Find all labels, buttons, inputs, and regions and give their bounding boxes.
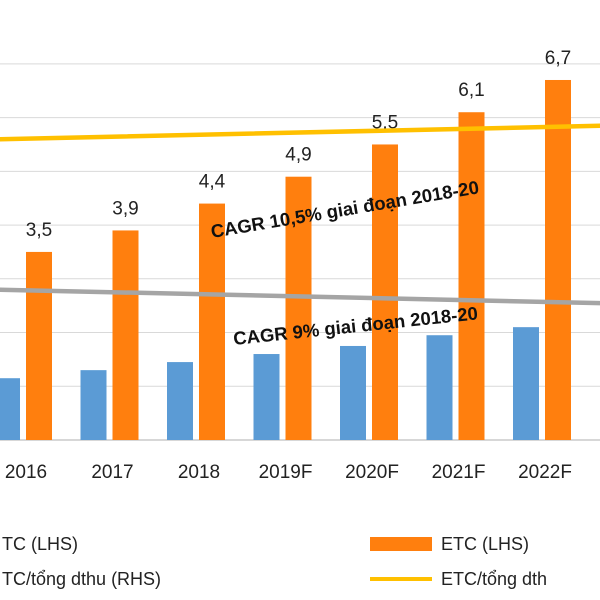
bar-etc-orange xyxy=(458,112,485,440)
data-label: 4,9 xyxy=(285,145,311,166)
data-label: 5,5 xyxy=(372,112,398,133)
line-ratio-gray xyxy=(0,287,600,306)
x-tick-label: 2018 xyxy=(178,462,220,483)
data-label: 6,7 xyxy=(545,48,571,69)
x-tick-label: 2022F xyxy=(518,462,572,483)
data-label: 6,1 xyxy=(458,80,484,101)
bar-etc-orange xyxy=(545,79,571,440)
bar-etc-blue xyxy=(426,335,453,440)
legend-label: ETC/tổng dth xyxy=(441,569,547,589)
data-label: 3,9 xyxy=(112,198,138,219)
x-tick-label: 2019F xyxy=(259,462,313,483)
x-tick-label: 2017 xyxy=(91,462,133,483)
bar-etc-orange xyxy=(26,251,52,440)
bar-etc-blue xyxy=(513,327,539,440)
x-tick-label: 2016 xyxy=(5,462,47,483)
bar-etc-blue xyxy=(340,345,366,440)
legend-label: ETC (LHS) xyxy=(441,534,529,554)
bar-etc-blue xyxy=(0,378,20,440)
bar-etc-blue xyxy=(167,362,193,440)
bar-etc-orange xyxy=(372,144,398,440)
x-tick-label: 2020F xyxy=(345,462,399,483)
bar-etc-orange xyxy=(112,230,139,440)
bar-etc-orange xyxy=(199,203,225,440)
line-ratio-yellow xyxy=(0,123,600,142)
cagr-annotation-etc: CAGR 10,5% giai đoạn 2018-20 xyxy=(209,176,480,242)
x-tick-label: 2021F xyxy=(432,462,486,483)
data-label: 4,4 xyxy=(199,172,226,193)
legend-label: TC (LHS) xyxy=(2,534,78,554)
bar-etc-blue xyxy=(253,354,280,440)
bar-etc-blue xyxy=(80,370,107,440)
bar-etc-orange xyxy=(285,176,312,440)
data-label: 3,5 xyxy=(26,220,52,241)
legend-label: TC/tổng dthu (RHS) xyxy=(2,569,161,589)
legend-swatch xyxy=(370,537,432,551)
